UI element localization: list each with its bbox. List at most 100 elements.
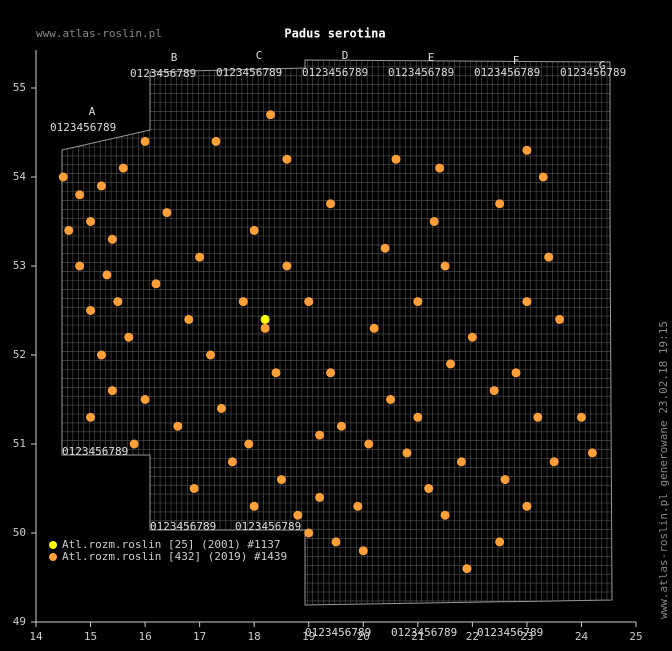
occurrence xyxy=(587,448,597,458)
grid-letter: D xyxy=(342,49,349,62)
occurrence xyxy=(446,359,456,369)
grid-digits: 0123456789 xyxy=(302,66,368,79)
occurrence xyxy=(206,350,216,360)
occurrence xyxy=(413,297,423,307)
occurrence xyxy=(336,421,346,431)
occurrence xyxy=(364,439,374,449)
occurrence xyxy=(282,261,292,271)
occurrence xyxy=(500,475,510,485)
occurrence xyxy=(293,510,303,520)
occurrence xyxy=(304,297,314,307)
occurrence xyxy=(86,412,96,422)
x-tick-label: 17 xyxy=(193,630,206,643)
legend-marker xyxy=(49,553,57,561)
occurrence xyxy=(429,217,439,226)
occurrence xyxy=(326,199,336,209)
grid-digits: 0123456789 xyxy=(474,66,540,79)
occurrence xyxy=(413,412,423,422)
x-tick-label: 18 xyxy=(248,630,261,643)
occurrence xyxy=(495,199,505,209)
y-tick-label: 54 xyxy=(13,170,27,183)
occurrence xyxy=(522,145,532,155)
occurrence xyxy=(315,430,325,440)
occurrence xyxy=(522,501,532,511)
occurrence xyxy=(249,225,259,235)
x-tick-label: 15 xyxy=(84,630,97,643)
occurrence xyxy=(424,484,434,493)
grid-letter: C xyxy=(256,49,263,62)
x-tick-label: 23 xyxy=(520,630,533,643)
occurrence xyxy=(189,484,199,493)
occurrence xyxy=(86,217,96,226)
grid-letter: B xyxy=(171,51,178,64)
occurrence xyxy=(435,163,445,173)
grid-digits: 0123456789 xyxy=(560,66,626,79)
occurrence xyxy=(173,421,183,431)
x-tick-label: 24 xyxy=(575,630,589,643)
y-tick-label: 49 xyxy=(13,615,26,628)
occurrence xyxy=(227,457,237,467)
y-tick-label: 53 xyxy=(13,259,26,272)
grid-digits: 0123456789 xyxy=(216,66,282,79)
occurrence xyxy=(102,270,112,280)
x-tick-label: 25 xyxy=(629,630,642,643)
occurrence xyxy=(107,386,117,396)
x-tick-label: 19 xyxy=(302,630,315,643)
occurrence xyxy=(391,154,401,164)
occurrence xyxy=(260,314,270,324)
y-tick-label: 52 xyxy=(13,348,26,361)
occurrence xyxy=(249,501,259,511)
grid-border xyxy=(61,59,613,606)
occurrence xyxy=(462,564,472,574)
occurrence xyxy=(140,136,150,146)
occurrence xyxy=(244,439,254,449)
y-tick-label: 55 xyxy=(13,81,26,94)
occurrence xyxy=(124,332,134,342)
occurrence xyxy=(380,243,390,253)
grid-digits: 0123456789 xyxy=(150,520,216,533)
x-tick-label: 21 xyxy=(411,630,424,643)
site-label: www.atlas-roslin.pl xyxy=(36,27,162,40)
occurrence xyxy=(467,332,477,342)
grid-letter: A xyxy=(89,105,96,118)
occurrence xyxy=(238,297,248,307)
grid-digits: 0123456789 xyxy=(388,66,454,79)
x-tick-label: 20 xyxy=(357,630,370,643)
x-tick-label: 22 xyxy=(466,630,479,643)
grid-letter: E xyxy=(428,51,435,64)
occurrence xyxy=(58,172,68,182)
occurrence xyxy=(549,457,559,467)
occurrence xyxy=(162,208,172,218)
occurrence xyxy=(369,323,379,333)
legend-label: Atl.rozm.roslin [25] (2001) #1137 xyxy=(62,538,281,551)
grid-lines xyxy=(62,60,612,605)
occurrence xyxy=(386,395,396,404)
occurrence xyxy=(282,154,292,164)
grid-digits: 0123456789 xyxy=(62,445,128,458)
occurrence xyxy=(533,412,543,422)
grid-digits: 0123456789 xyxy=(235,520,301,533)
occurrence xyxy=(75,190,85,200)
legend-marker xyxy=(49,541,57,549)
occurrence xyxy=(331,537,341,547)
occurrence xyxy=(555,314,565,324)
grid-letter: F xyxy=(513,54,520,67)
occurrence xyxy=(96,181,106,191)
occurrence xyxy=(489,386,499,396)
occurrence xyxy=(151,279,161,289)
occurrence xyxy=(195,252,205,262)
y-tick-label: 51 xyxy=(13,437,26,450)
legend-label: Atl.rozm.roslin [432] (2019) #1439 xyxy=(62,550,287,563)
occurrence xyxy=(184,314,194,324)
occurrence xyxy=(402,448,412,458)
occurrence xyxy=(304,528,314,538)
occurrence xyxy=(511,368,521,378)
occurrence xyxy=(538,172,548,182)
occurrence xyxy=(315,492,325,502)
occurrence xyxy=(86,306,96,315)
occurrence xyxy=(353,501,363,511)
occurrence xyxy=(75,261,85,271)
x-tick-label: 14 xyxy=(29,630,43,643)
occurrence xyxy=(96,350,106,360)
